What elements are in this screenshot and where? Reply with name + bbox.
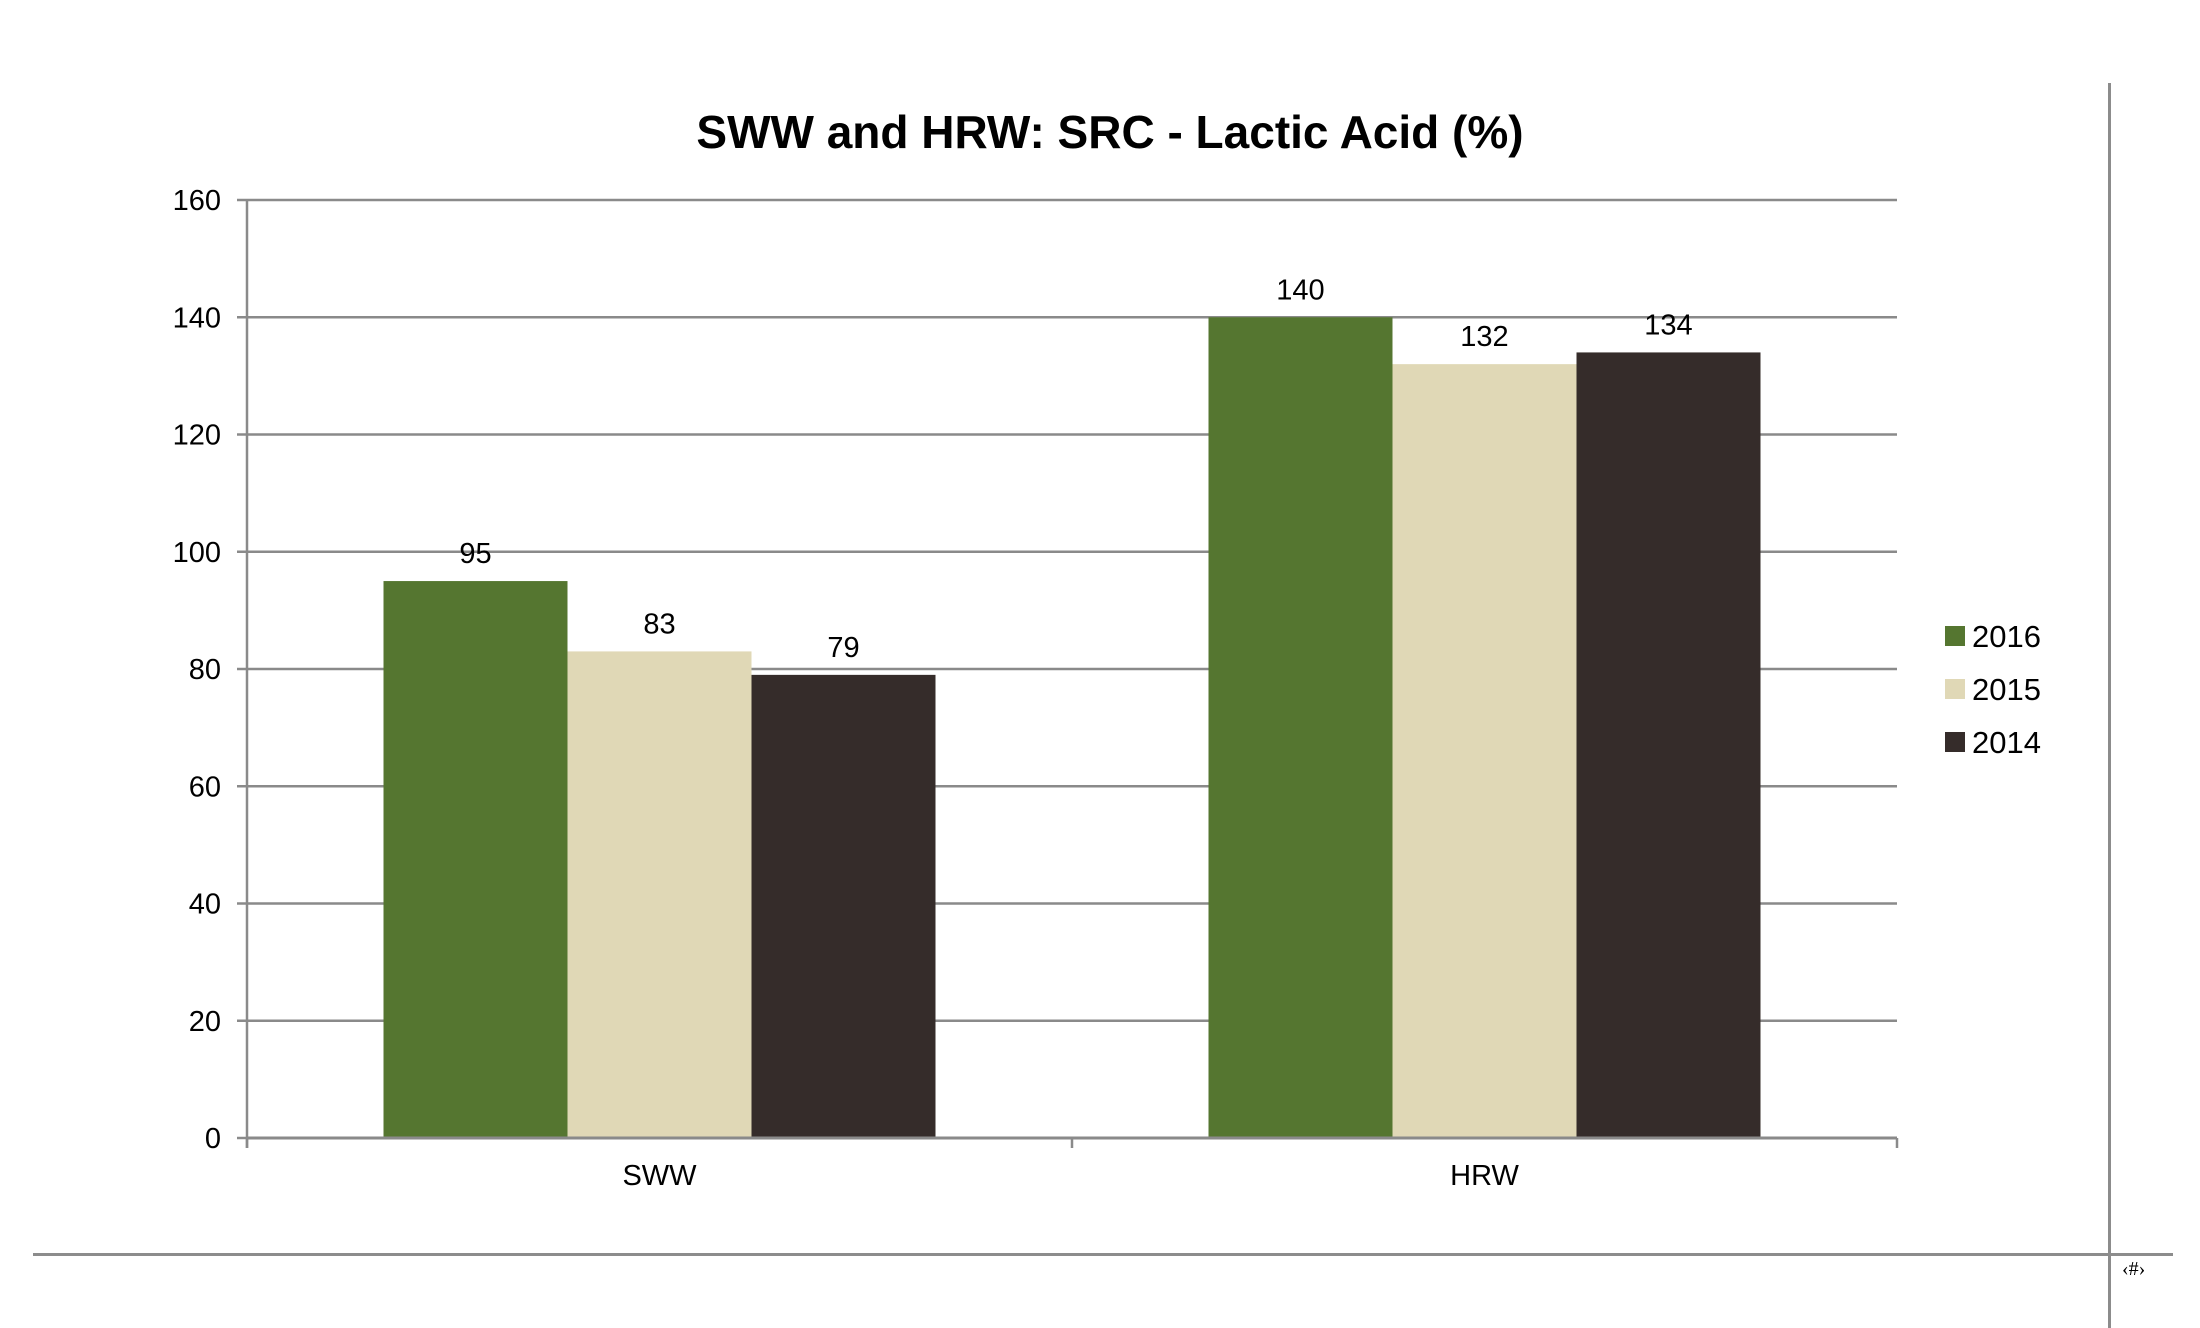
y-tick-label: 20: [189, 1006, 221, 1038]
y-tick-label: 120: [173, 420, 221, 452]
x-tick-label-sww: SWW: [622, 1160, 697, 1192]
y-tick-label: 60: [189, 771, 221, 803]
y-tick-label: 140: [173, 302, 221, 334]
bar-hrw-2015: [1392, 364, 1577, 1138]
data-label-hrw-2015: 132: [1460, 321, 1508, 353]
bar-hrw-2014: [1576, 352, 1761, 1138]
data-label-sww-2016: 95: [459, 538, 491, 570]
legend-label-2015: 2015: [1972, 672, 2041, 707]
slide-frame-vertical-rule: [2108, 83, 2111, 1328]
legend-swatch-2016: [1945, 626, 1965, 646]
y-tick-label: 160: [173, 185, 221, 217]
data-label-hrw-2014: 134: [1644, 309, 1692, 341]
legend: 2016 2015 2014: [1945, 619, 2041, 760]
data-label-sww-2014: 79: [827, 632, 859, 664]
chart-title: SWW and HRW: SRC - Lactic Acid (%): [696, 106, 1523, 158]
x-tick-label-hrw: HRW: [1450, 1160, 1519, 1192]
page-number: ‹#›: [2122, 1258, 2146, 1280]
slide-frame-horizontal-rule: [33, 1253, 2173, 1256]
legend-swatch-2015: [1945, 679, 1965, 699]
data-label-sww-2015: 83: [643, 608, 675, 640]
bar-sww-2016: [383, 581, 568, 1138]
axes: 0 20 40 60 80 100 120 140 160 SWW HRW: [173, 185, 1899, 1192]
bar-sww-2014: [751, 674, 936, 1138]
legend-swatch-2014: [1945, 732, 1965, 752]
bar-hrw-2016: [1208, 317, 1393, 1138]
y-tick-label: 40: [189, 889, 221, 921]
data-labels: 95 83 79 140 132 134: [459, 274, 1692, 664]
y-tick-label: 100: [173, 537, 221, 569]
legend-label-2014: 2014: [1972, 725, 2041, 760]
legend-label-2016: 2016: [1972, 619, 2041, 654]
y-tick-label: 80: [189, 654, 221, 686]
y-tick-label: 0: [205, 1123, 221, 1155]
bars: [383, 317, 1761, 1138]
data-label-hrw-2016: 140: [1276, 274, 1324, 306]
bar-sww-2015: [567, 651, 752, 1138]
